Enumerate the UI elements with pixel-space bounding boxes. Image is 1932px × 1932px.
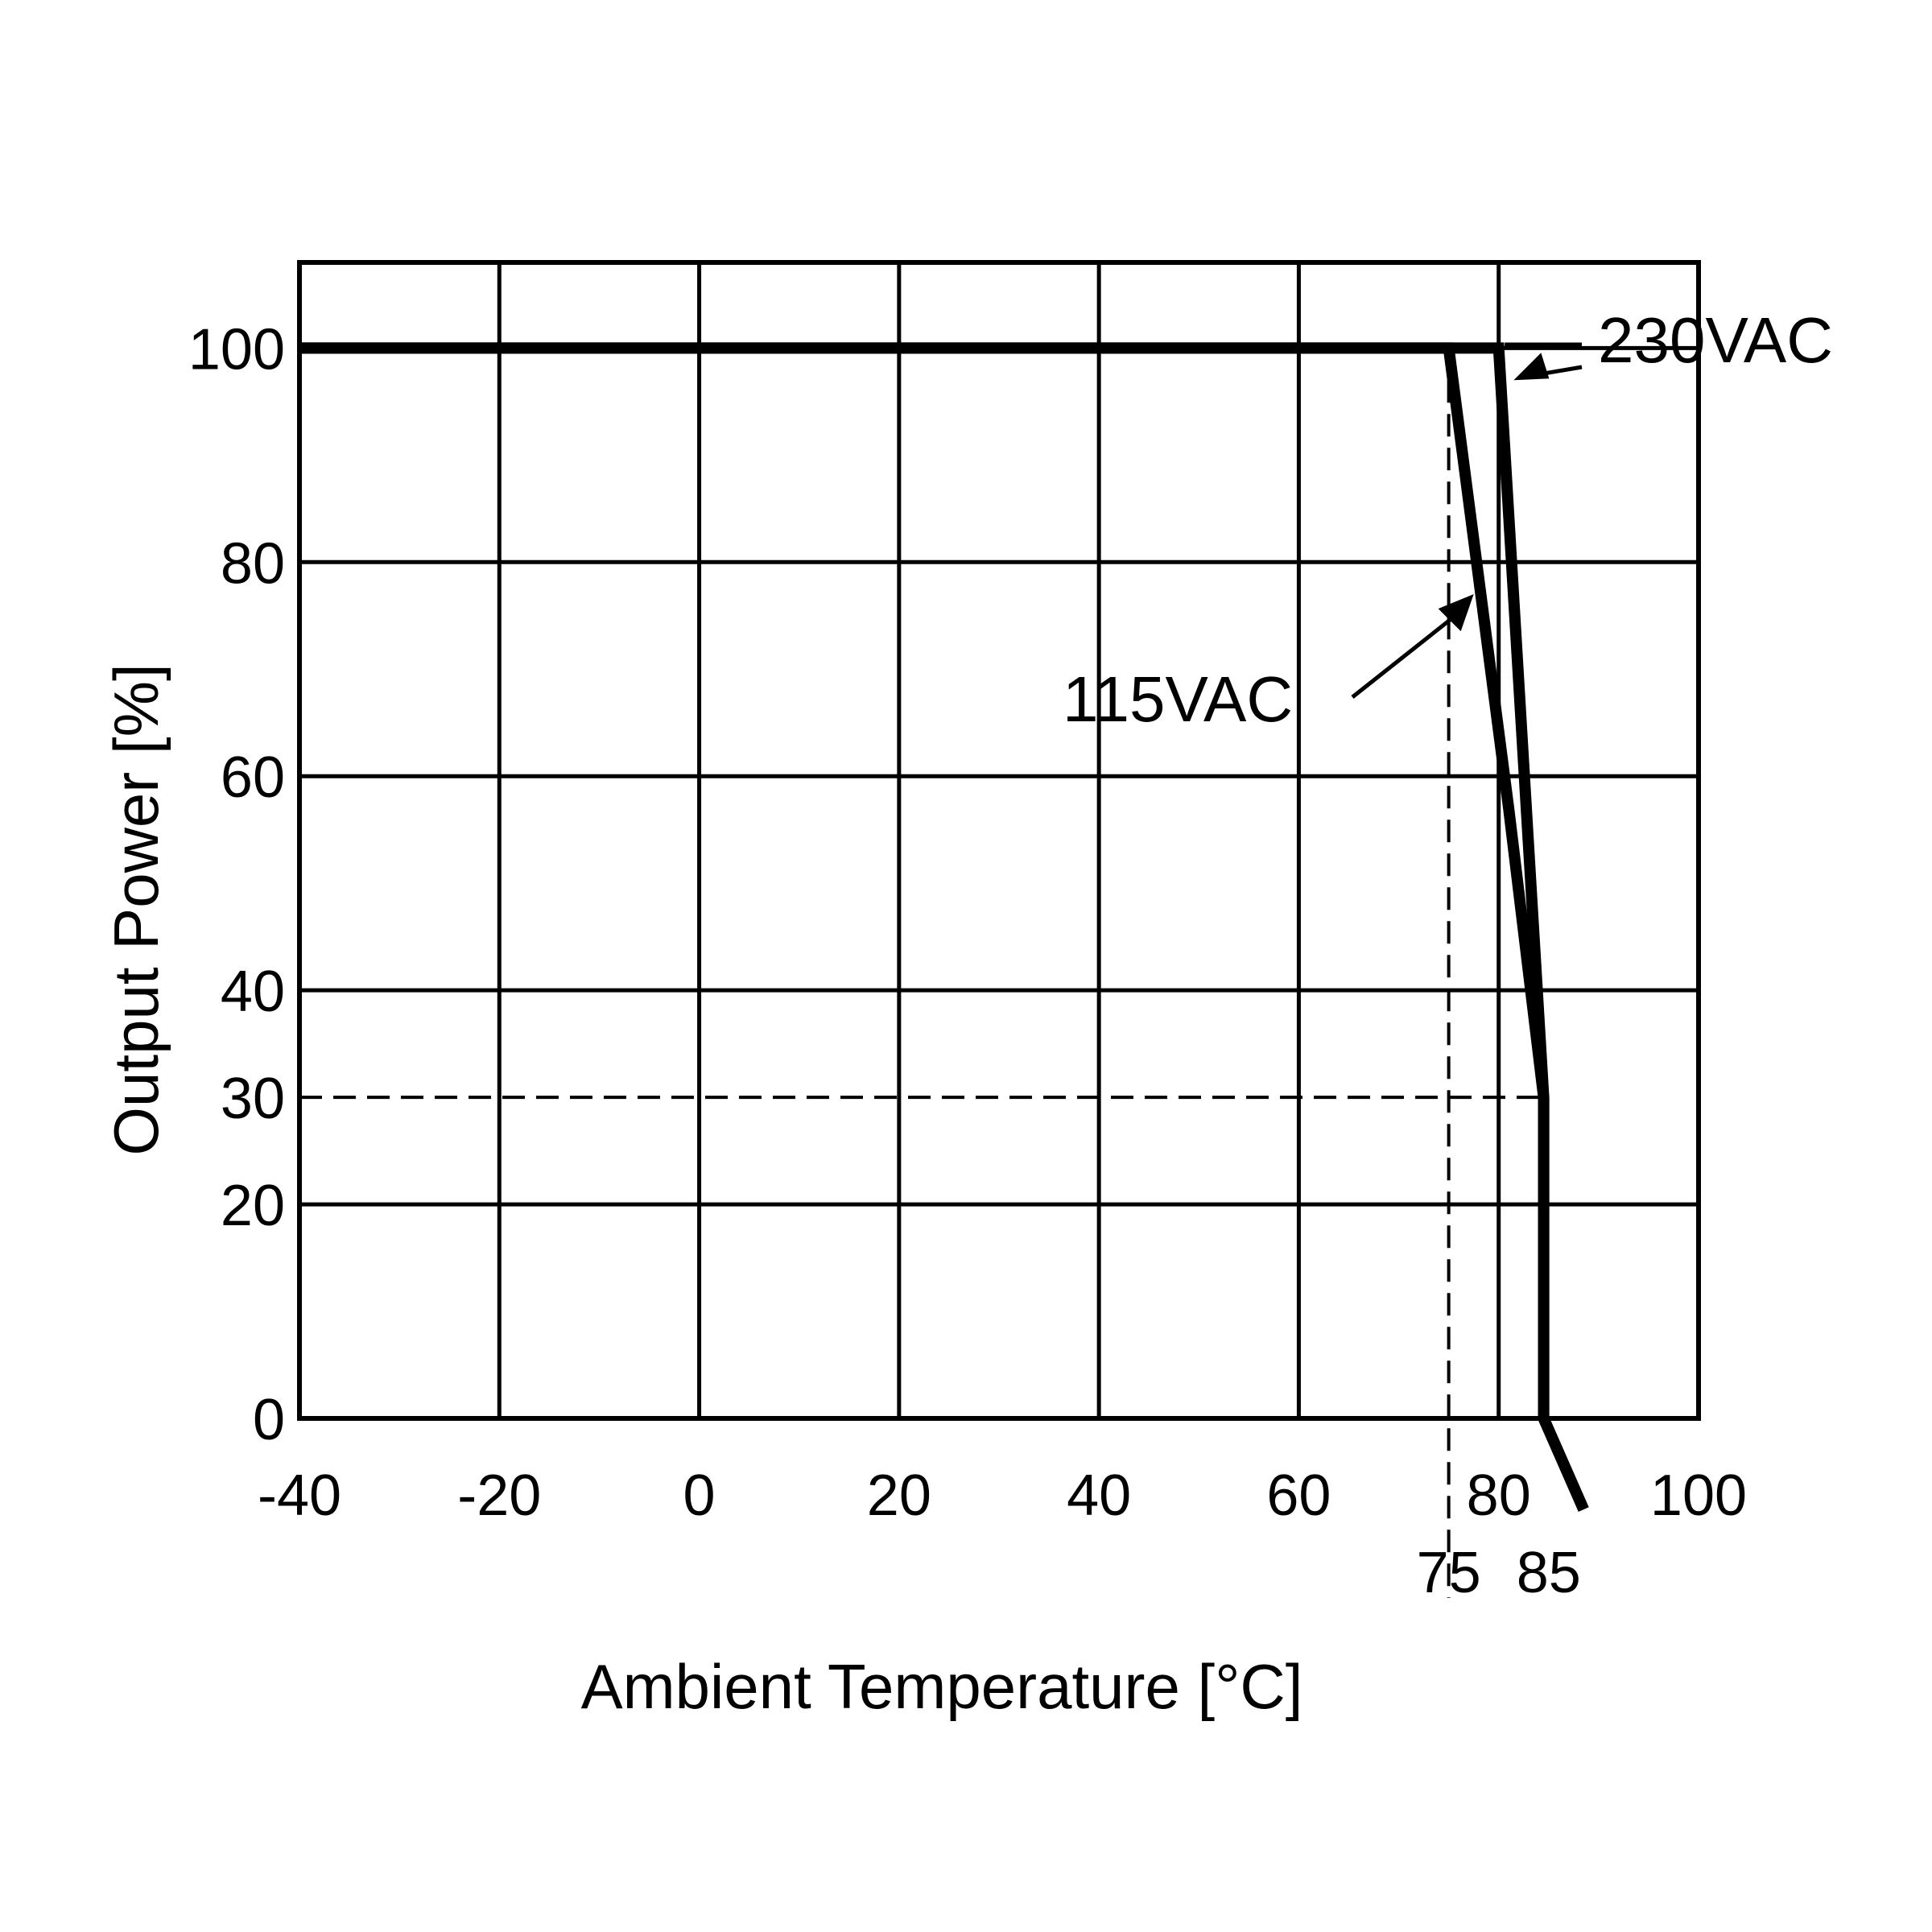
x-tick-label: -20 [457,1463,541,1528]
y-tick-label: 60 [221,745,285,810]
y-tick-label: 30 [221,1067,285,1131]
x-tick-label: 60 [1266,1463,1331,1528]
reference-lines [299,380,1544,1598]
series-line-230vac [299,342,1589,1512]
plot-frame [297,260,1701,1421]
grid [297,260,1701,1421]
x-tick-label: 80 [1467,1463,1531,1528]
annotation-115vac: 115VAC [1063,663,1293,735]
x-tick-label-extra: 75 [1417,1541,1481,1605]
annotations: 230VAC 115VAC [1063,304,1833,735]
series-lines [299,342,1589,1512]
series-line-115vac [299,342,1589,1512]
x-tick-label: 20 [867,1463,931,1528]
y-tick-label: 40 [221,960,285,1024]
x-tick-label: -40 [258,1463,341,1528]
y-tick-label: 0 [253,1388,285,1452]
y-tick-label: 80 [221,531,285,596]
x-tick-label: 40 [1067,1463,1131,1528]
x-axis-title: Ambient Temperature [°C] [581,1651,1303,1722]
arrowhead-230vac [1513,353,1550,381]
tick-labels: -40 -20 0 20 40 60 80 100 75 85 0 20 30 40 60 80 100 [188,317,1747,1605]
annotation-230vac: 230VAC [1598,304,1833,376]
x-tick-label-extra: 85 [1517,1541,1581,1605]
x-tick-label: 100 [1650,1463,1747,1528]
arrowhead-115vac [1438,594,1474,632]
annotation-115vac-leader [1351,613,1458,699]
y-tick-label: 100 [188,317,285,382]
x-tick-label: 0 [683,1463,716,1528]
y-tick-label: 20 [221,1174,285,1238]
y-axis-title: Output Power [%] [101,663,171,1155]
